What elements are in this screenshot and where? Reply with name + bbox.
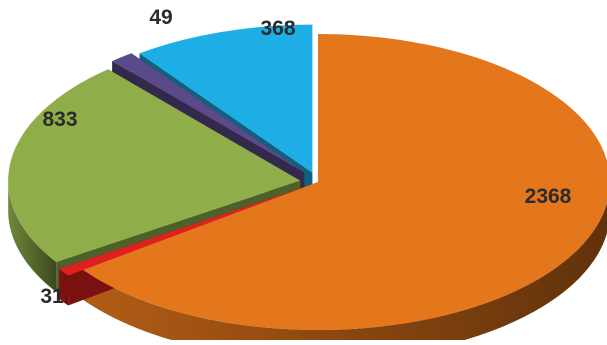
pie-slice-49 [112,53,305,173]
data-label-833: 833 [42,108,77,131]
pie-slice-31 [59,187,304,276]
pie-data-labels: 2368 31 833 49 368 [40,6,571,308]
data-label-31: 31 [40,285,64,308]
data-label-2368: 2368 [525,185,572,208]
pie-slice-368 [139,24,313,173]
data-label-368: 368 [260,17,295,40]
pie-slice-tops [8,24,607,330]
pie-slice-2368 [82,34,607,330]
data-label-49: 49 [149,6,172,29]
pie-slice-side-833 [8,178,57,292]
pie-slice-833 [8,69,301,262]
pie-slice-side-2368 [82,203,607,345]
